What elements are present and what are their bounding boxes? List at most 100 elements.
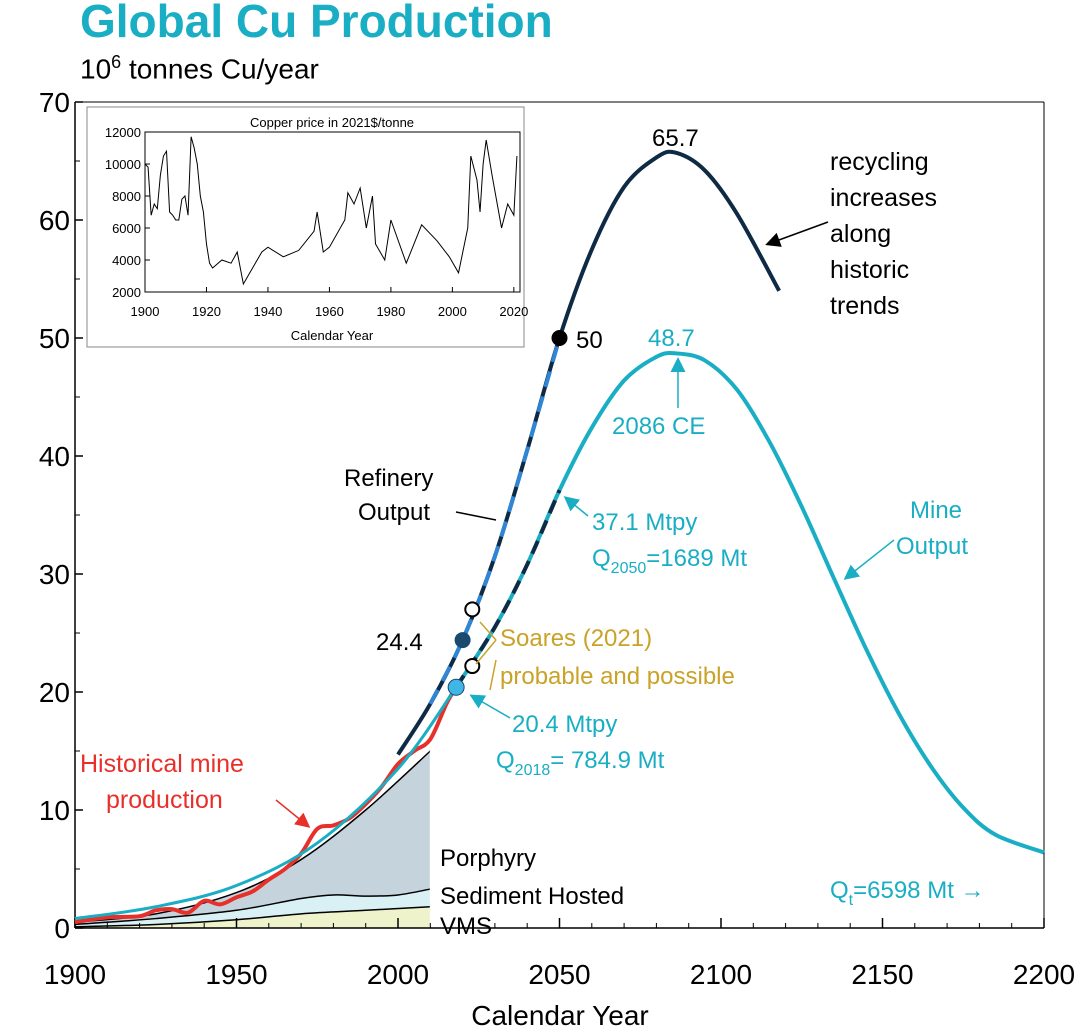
x-tick-label: 1950 xyxy=(205,959,267,990)
y-tick-label: 20 xyxy=(39,677,70,708)
chart-title: Global Cu Production xyxy=(80,0,553,47)
qt-label: Qt=6598 Mt → xyxy=(830,877,985,909)
x-tick-label: 1900 xyxy=(44,959,106,990)
inset-price-line xyxy=(144,136,518,286)
q2050-base: Q xyxy=(592,545,611,572)
sediment-area-edge xyxy=(74,888,431,926)
inset-frame xyxy=(86,106,525,348)
refinery-output-label: Refinery Output xyxy=(344,465,440,526)
axes: 0 10 20 30 40 50 60 70 1900 1950 2000 2050 2100 2150 2… xyxy=(39,87,1075,990)
mtpy-2050-label: 37.1 Mtpy xyxy=(592,509,697,536)
units-exponent: 6 xyxy=(111,52,122,72)
qt-rest: =6598 Mt → xyxy=(853,877,984,904)
inset-title: Copper price in 2021$/tonne xyxy=(250,115,414,130)
refinery-line-1: Refinery xyxy=(344,465,433,492)
mine-line-2: Output xyxy=(896,533,968,560)
q2050-sub: 2050 xyxy=(611,560,647,577)
porphyry-area xyxy=(75,751,431,928)
x-tick-label: 2100 xyxy=(690,959,752,990)
inset-x-tick-label: 2020 xyxy=(499,304,528,319)
q2050-rest: =1689 Mt xyxy=(646,545,747,572)
y-tick-label: 30 xyxy=(39,559,70,590)
y-tick-label: 50 xyxy=(39,323,70,354)
inset-plot-area xyxy=(144,131,521,293)
peak-mine-label: 48.7 xyxy=(648,325,695,352)
y-tick-label: 0 xyxy=(54,913,70,944)
refinery-arrow xyxy=(455,511,497,521)
historical-production-line xyxy=(74,686,458,925)
soares-point-refinery xyxy=(464,601,481,618)
units-rest: tonnes Cu/year xyxy=(121,53,319,85)
y-tick-label: 60 xyxy=(39,205,70,236)
x-axis-label: Calendar Year xyxy=(471,1000,648,1028)
mine-output-label: Mine Output xyxy=(896,497,969,560)
annotations: 65.7 recycling increases along historic … xyxy=(80,125,985,940)
vms-area-edge xyxy=(74,906,431,928)
inset-y-tick-label: 8000 xyxy=(112,189,141,204)
q2018-rest: = 784.9 Mt xyxy=(550,747,664,774)
y-tick-label: 70 xyxy=(39,87,70,118)
y-tick-label: 40 xyxy=(39,441,70,472)
mine-line-1: Mine xyxy=(910,497,962,524)
inset-x-tick-label: 1980 xyxy=(376,304,405,319)
recycling-arrow xyxy=(765,221,829,247)
chart-units: 106 tonnes Cu/year xyxy=(80,52,319,85)
refinery-projection-dash xyxy=(428,337,562,705)
copper-price-inset: Copper price in 2021$/tonne Calendar Yea… xyxy=(86,106,528,348)
key-points xyxy=(447,330,568,696)
x-tick-label: 2050 xyxy=(528,959,590,990)
historical-line-2: production xyxy=(106,786,223,814)
inset-y-tick-label: 4000 xyxy=(112,253,141,268)
q2018-sub: 2018 xyxy=(515,762,551,779)
recycling-line-3: along xyxy=(830,220,891,248)
soares-point-mine xyxy=(464,658,481,675)
x-tick-label: 2200 xyxy=(1013,959,1075,990)
point-2018-mine xyxy=(447,678,465,696)
inset-y-tick-label: 10000 xyxy=(105,157,141,172)
inset-y-tick-label: 6000 xyxy=(112,221,141,236)
sediment-label: Sediment Hosted xyxy=(440,883,624,910)
x-tick-label: 2150 xyxy=(851,959,913,990)
inset-xlabel: Calendar Year xyxy=(291,328,374,343)
y-tick-label: 10 xyxy=(39,795,70,826)
recycling-label: recycling increases along historic trend… xyxy=(830,148,944,320)
point-2050-refinery xyxy=(551,330,568,346)
mtpy-2018-arrow xyxy=(469,694,511,719)
inset-x-tick-label: 2000 xyxy=(438,304,467,319)
soares-line-1: Soares (2021) xyxy=(500,625,652,652)
historical-line-1: Historical mine xyxy=(80,750,244,778)
inset-x-tick-label: 1920 xyxy=(192,304,221,319)
inset-x-tick-label: 1960 xyxy=(315,304,344,319)
historical-arrow xyxy=(275,799,311,828)
inset-x-tick-label: 1900 xyxy=(131,304,160,319)
soares-bracket xyxy=(475,621,497,691)
soares-label: Soares (2021) probable and possible xyxy=(500,625,735,690)
mine-output-arrow xyxy=(843,539,895,580)
peak-mine-year-label: 2086 CE xyxy=(612,413,705,440)
mine-backcast-line xyxy=(74,686,458,921)
porphyry-label: Porphyry xyxy=(440,845,536,872)
mtpy-2050-arrow xyxy=(563,496,589,517)
q2018-label: Q2018= 784.9 Mt xyxy=(496,747,665,779)
inset-x-tick-label: 1940 xyxy=(253,304,282,319)
point-2020-refinery xyxy=(454,632,471,649)
qt-base: Q xyxy=(830,877,849,904)
inset-y-tick-label: 2000 xyxy=(112,285,141,300)
historical-label: Historical mine production xyxy=(80,750,251,814)
qt-sub: t xyxy=(849,892,854,909)
units-base: 10 xyxy=(80,53,112,85)
q2018-base: Q xyxy=(496,747,515,774)
q2050-label: Q2050=1689 Mt xyxy=(592,545,747,577)
mtpy-2018-label: 20.4 Mtpy xyxy=(512,711,617,738)
recycling-line-1: recycling xyxy=(830,148,929,176)
peak-refinery-label: 65.7 xyxy=(652,125,699,152)
inset-y-tick-label: 12000 xyxy=(105,125,141,140)
point-50-label: 50 xyxy=(576,327,603,354)
point-24-label: 24.4 xyxy=(376,629,423,656)
x-tick-label: 2000 xyxy=(367,959,429,990)
inset-ticks: 2000 4000 6000 8000 10000 12000 1900 1920 1940 19… xyxy=(105,125,528,319)
recycling-line-4: historic xyxy=(830,256,909,284)
recycling-line-2: increases xyxy=(830,184,937,212)
recycling-line-5: trends xyxy=(830,292,899,320)
